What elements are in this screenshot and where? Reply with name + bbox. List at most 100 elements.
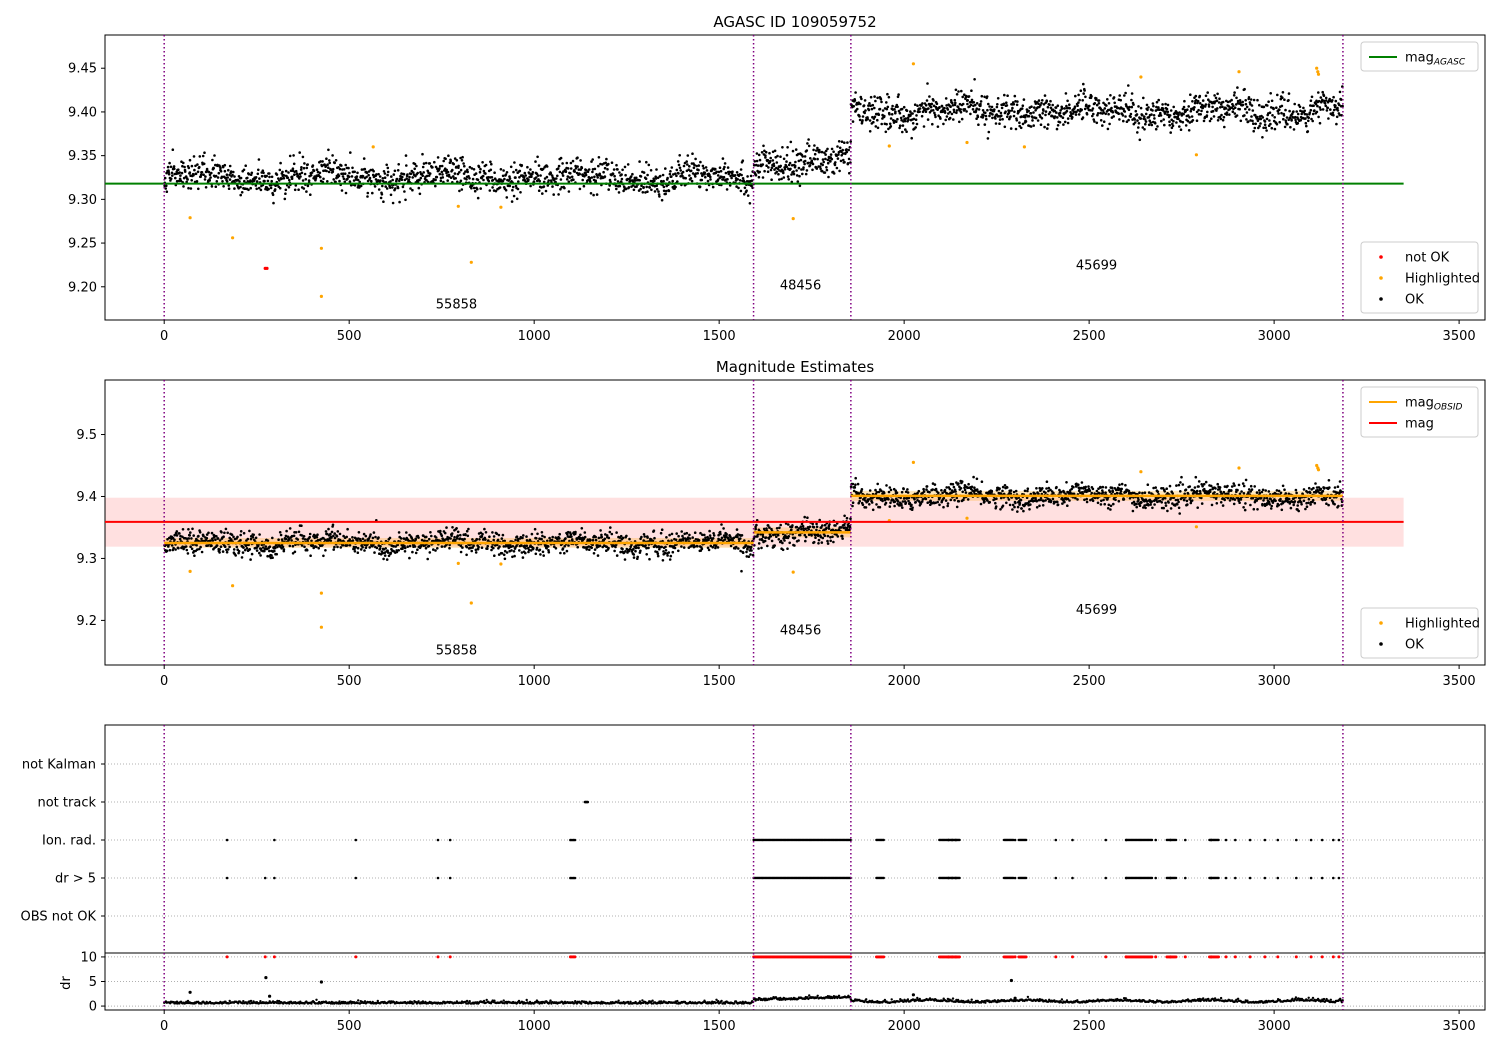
ok-point xyxy=(591,171,594,174)
ok-point xyxy=(1046,480,1049,483)
ok-point xyxy=(1025,120,1028,123)
ok-point xyxy=(214,538,217,541)
ok-point xyxy=(386,174,389,177)
ok-point xyxy=(1100,119,1103,122)
ok-point xyxy=(382,200,385,203)
ok-point xyxy=(697,169,700,172)
ok-point xyxy=(826,540,829,543)
ok-point xyxy=(207,532,210,535)
ok-point xyxy=(721,537,724,540)
ok-point xyxy=(477,546,480,549)
ok-point xyxy=(332,170,335,173)
ok-point xyxy=(448,547,451,550)
ok-point xyxy=(988,115,991,118)
ok-point xyxy=(677,160,680,163)
ok-point xyxy=(1068,499,1071,502)
ok-point xyxy=(1159,112,1162,115)
ok-point xyxy=(190,179,193,182)
ok-point xyxy=(449,537,452,540)
ok-point xyxy=(375,173,378,176)
ok-point xyxy=(465,178,468,181)
ok-point xyxy=(212,539,215,542)
ok-point xyxy=(854,99,857,102)
ok-point xyxy=(611,533,614,536)
ok-point xyxy=(1035,117,1038,120)
ok-point xyxy=(668,190,671,193)
ok-point xyxy=(945,499,948,502)
ok-point xyxy=(1097,112,1100,115)
ok-point xyxy=(724,162,727,165)
ok-point xyxy=(1055,486,1058,489)
ok-point xyxy=(701,179,704,182)
ok-point xyxy=(819,165,822,168)
ok-point xyxy=(818,151,821,154)
ok-point xyxy=(312,544,315,547)
ok-point xyxy=(668,534,671,537)
ok-point xyxy=(316,536,319,539)
ok-point xyxy=(236,546,239,549)
ok-point xyxy=(419,193,422,196)
ok-point xyxy=(616,168,619,171)
y-tick-label: 9.5 xyxy=(76,428,97,443)
ok-point xyxy=(846,141,849,144)
ok-point xyxy=(1177,118,1180,121)
ok-point xyxy=(387,171,390,174)
x-tick-label: 0 xyxy=(160,329,168,344)
ok-point xyxy=(786,146,789,149)
ok-point xyxy=(782,549,785,552)
ok-point xyxy=(541,192,544,195)
ok-point xyxy=(298,531,301,534)
ok-point xyxy=(565,170,568,173)
ok-point xyxy=(720,523,723,526)
ok-point xyxy=(351,536,354,539)
ok-point xyxy=(206,537,209,540)
ok-point xyxy=(854,483,857,486)
ok-point xyxy=(813,144,816,147)
ok-point xyxy=(258,552,261,555)
ok-point xyxy=(826,169,829,172)
ok-point xyxy=(1172,120,1175,123)
highlighted-point xyxy=(457,205,460,208)
ok-point xyxy=(979,490,982,493)
ok-point xyxy=(999,118,1002,121)
ok-point xyxy=(1011,508,1014,511)
ok-point xyxy=(502,175,505,178)
ok-point xyxy=(539,174,542,177)
ok-point xyxy=(251,172,254,175)
ok-point xyxy=(358,531,361,534)
ok-point xyxy=(1046,127,1049,130)
ok-point xyxy=(831,148,834,151)
ok-point xyxy=(631,173,634,176)
ok-point xyxy=(1235,97,1238,100)
ok-point xyxy=(356,172,359,175)
ok-point xyxy=(927,107,930,110)
ok-point xyxy=(949,111,952,114)
ok-point xyxy=(756,160,759,163)
ok-point xyxy=(937,125,940,128)
ok-point xyxy=(486,545,489,548)
ok-point xyxy=(676,180,679,183)
ok-point xyxy=(960,90,963,93)
ok-point xyxy=(633,189,636,192)
ok-point xyxy=(325,170,328,173)
ok-point xyxy=(569,172,572,175)
ok-point xyxy=(503,178,506,181)
ok-point xyxy=(671,166,674,169)
ok-point xyxy=(809,526,812,529)
ok-point xyxy=(876,491,879,494)
ok-point xyxy=(1000,114,1003,117)
ok-point xyxy=(620,173,623,176)
ok-point xyxy=(730,177,733,180)
ok-point xyxy=(278,179,281,182)
ylabel-dr: dr xyxy=(59,976,74,990)
ok-point xyxy=(385,164,388,167)
ok-point xyxy=(778,527,781,530)
ok-point xyxy=(1063,107,1066,110)
highlighted-point xyxy=(499,206,502,209)
ok-point xyxy=(287,171,290,174)
ok-point xyxy=(464,170,467,173)
ok-point xyxy=(1061,107,1064,110)
ok-point xyxy=(1049,111,1052,114)
ok-point xyxy=(503,554,506,557)
ok-point xyxy=(1006,116,1009,119)
